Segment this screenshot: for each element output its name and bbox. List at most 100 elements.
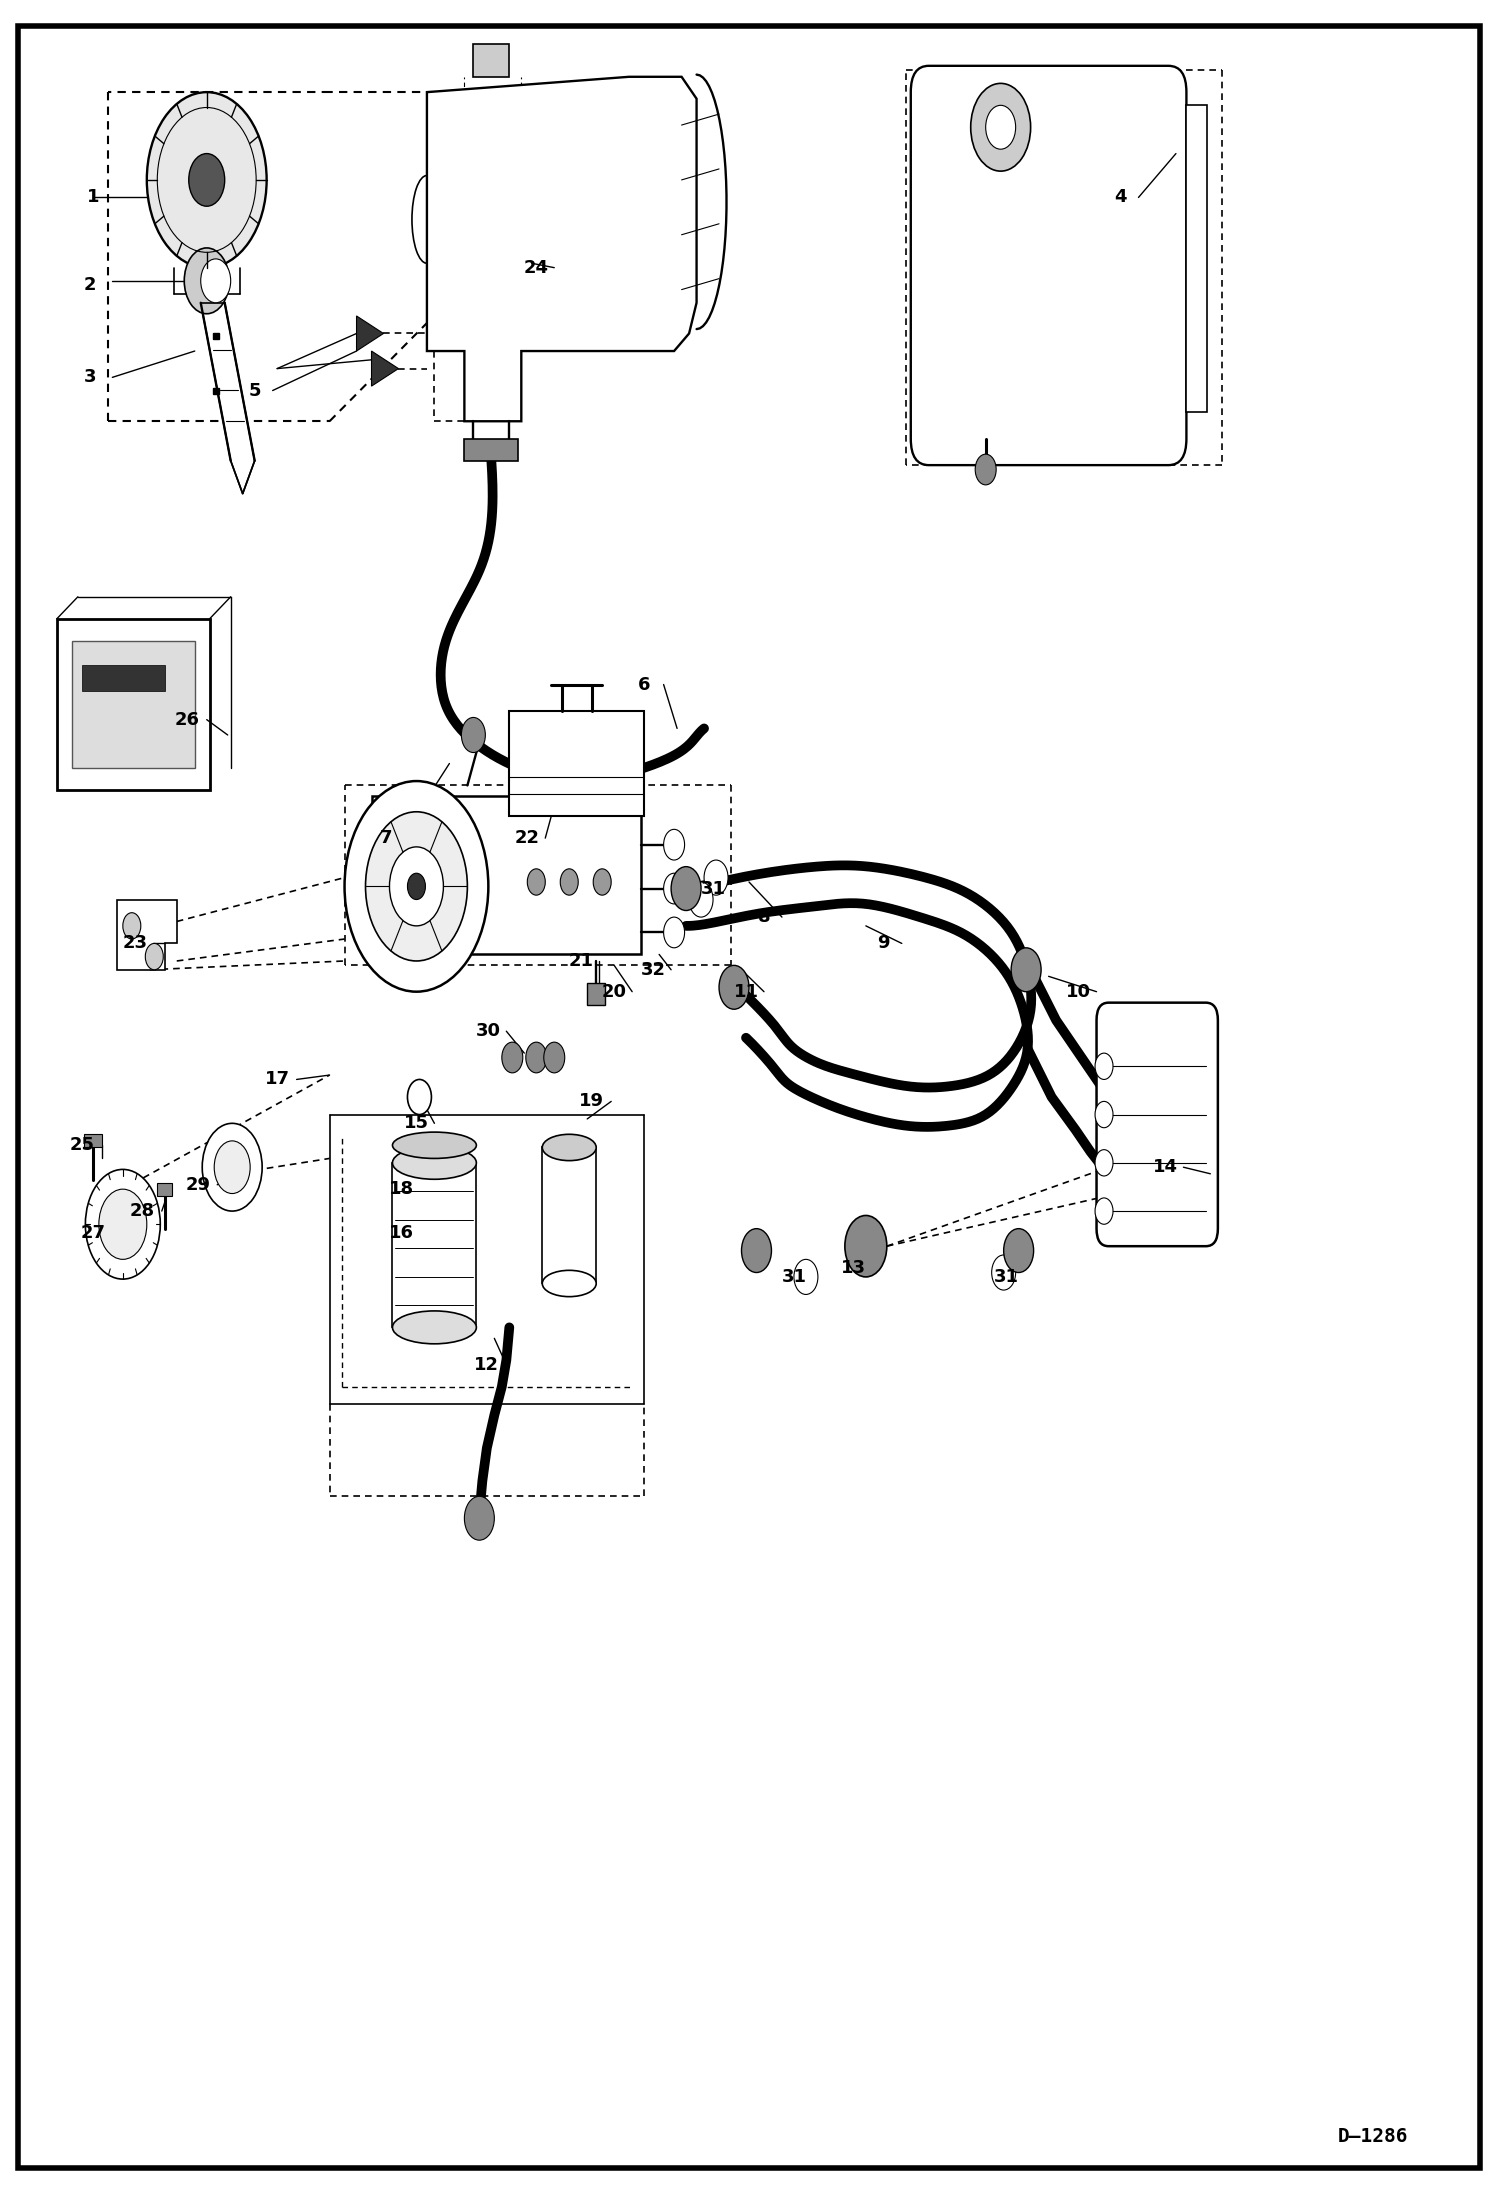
Circle shape <box>461 717 485 753</box>
Ellipse shape <box>542 1270 596 1297</box>
Circle shape <box>845 1215 887 1277</box>
Text: 24: 24 <box>524 259 548 276</box>
Polygon shape <box>357 316 383 351</box>
Polygon shape <box>117 900 177 970</box>
Text: 25: 25 <box>70 1136 94 1154</box>
FancyBboxPatch shape <box>1097 1003 1218 1246</box>
Circle shape <box>664 829 685 860</box>
Bar <box>84 1134 102 1147</box>
Text: 22: 22 <box>515 829 539 847</box>
Text: 31: 31 <box>782 1268 806 1286</box>
Bar <box>392 1163 476 1327</box>
Text: 6: 6 <box>638 676 650 693</box>
Text: 31: 31 <box>701 880 725 897</box>
Circle shape <box>527 869 545 895</box>
Polygon shape <box>372 351 398 386</box>
Circle shape <box>1095 1101 1113 1128</box>
Text: 27: 27 <box>81 1224 105 1242</box>
Text: 9: 9 <box>878 935 890 952</box>
Circle shape <box>544 1042 565 1073</box>
Circle shape <box>664 873 685 904</box>
Text: 31: 31 <box>995 1268 1019 1286</box>
Circle shape <box>145 943 163 970</box>
Circle shape <box>975 454 996 485</box>
Circle shape <box>366 812 467 961</box>
Text: 11: 11 <box>734 983 758 1000</box>
Circle shape <box>123 913 141 939</box>
Bar <box>542 1147 596 1283</box>
Circle shape <box>99 1189 147 1259</box>
Bar <box>509 711 644 816</box>
Circle shape <box>85 1169 160 1279</box>
Ellipse shape <box>392 1132 476 1158</box>
Circle shape <box>1095 1198 1113 1224</box>
Circle shape <box>992 1255 1016 1290</box>
Circle shape <box>202 1123 262 1211</box>
Bar <box>72 641 195 768</box>
Text: 32: 32 <box>641 961 665 979</box>
Bar <box>1186 105 1207 412</box>
Text: 19: 19 <box>580 1093 604 1110</box>
Bar <box>587 983 605 1005</box>
Circle shape <box>345 781 488 992</box>
Ellipse shape <box>542 1134 596 1161</box>
Text: 18: 18 <box>389 1180 413 1198</box>
FancyBboxPatch shape <box>911 66 1186 465</box>
Text: 30: 30 <box>476 1022 500 1040</box>
Circle shape <box>1095 1150 1113 1176</box>
Text: 17: 17 <box>265 1071 289 1088</box>
Circle shape <box>1095 1053 1113 1079</box>
Circle shape <box>794 1259 818 1294</box>
Bar <box>464 439 518 461</box>
Bar <box>157 1183 172 1196</box>
Circle shape <box>1004 1229 1034 1273</box>
Bar <box>82 665 165 691</box>
Text: 21: 21 <box>569 952 593 970</box>
Circle shape <box>201 259 231 303</box>
Circle shape <box>189 154 225 206</box>
Text: 20: 20 <box>602 983 626 1000</box>
Circle shape <box>719 965 749 1009</box>
Text: 15: 15 <box>404 1115 428 1132</box>
Text: 16: 16 <box>389 1224 413 1242</box>
Circle shape <box>147 92 267 268</box>
Text: 7: 7 <box>380 829 392 847</box>
Text: 26: 26 <box>175 711 199 728</box>
Text: 23: 23 <box>123 935 147 952</box>
Text: 3: 3 <box>84 369 96 386</box>
Circle shape <box>689 882 713 917</box>
Polygon shape <box>201 303 255 494</box>
Text: 8: 8 <box>758 908 770 926</box>
Circle shape <box>671 867 701 911</box>
Circle shape <box>593 869 611 895</box>
Text: D–1286: D–1286 <box>1338 2126 1408 2146</box>
Circle shape <box>502 1042 523 1073</box>
Text: 1: 1 <box>87 189 99 206</box>
Text: 29: 29 <box>186 1176 210 1194</box>
Text: 2: 2 <box>84 276 96 294</box>
Circle shape <box>526 1042 547 1073</box>
Circle shape <box>389 847 443 926</box>
Circle shape <box>407 1079 431 1115</box>
Text: 10: 10 <box>1067 983 1091 1000</box>
Text: 28: 28 <box>130 1202 154 1220</box>
Text: 14: 14 <box>1153 1158 1177 1176</box>
Ellipse shape <box>392 1145 476 1180</box>
Circle shape <box>1011 948 1041 992</box>
Text: 12: 12 <box>475 1356 499 1373</box>
Circle shape <box>664 917 685 948</box>
Circle shape <box>986 105 1016 149</box>
Polygon shape <box>473 44 509 77</box>
Circle shape <box>560 869 578 895</box>
Polygon shape <box>427 77 697 421</box>
Bar <box>57 619 210 790</box>
Circle shape <box>704 860 728 895</box>
Text: 13: 13 <box>842 1259 866 1277</box>
Circle shape <box>464 1496 494 1540</box>
Circle shape <box>184 248 229 314</box>
Text: 5: 5 <box>249 382 261 399</box>
Text: 4: 4 <box>1115 189 1126 206</box>
Bar <box>372 796 641 954</box>
Circle shape <box>742 1229 771 1273</box>
Circle shape <box>214 1141 250 1194</box>
